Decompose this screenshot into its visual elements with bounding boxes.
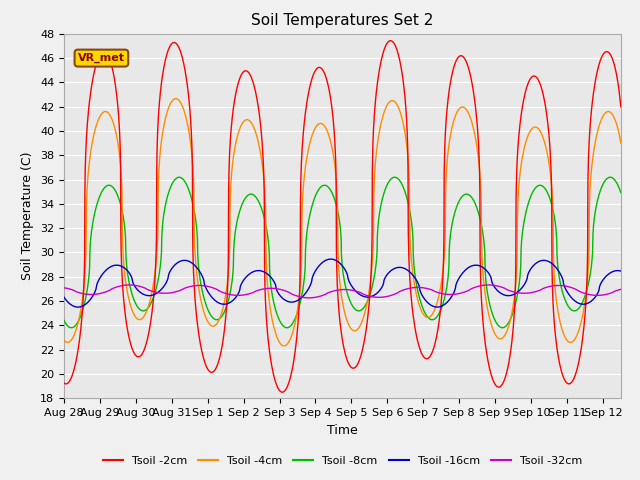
Legend: Tsoil -2cm, Tsoil -4cm, Tsoil -8cm, Tsoil -16cm, Tsoil -32cm: Tsoil -2cm, Tsoil -4cm, Tsoil -8cm, Tsoi… xyxy=(99,451,586,470)
Y-axis label: Soil Temperature (C): Soil Temperature (C) xyxy=(22,152,35,280)
Text: VR_met: VR_met xyxy=(78,53,125,63)
Title: Soil Temperatures Set 2: Soil Temperatures Set 2 xyxy=(252,13,433,28)
X-axis label: Time: Time xyxy=(327,424,358,437)
